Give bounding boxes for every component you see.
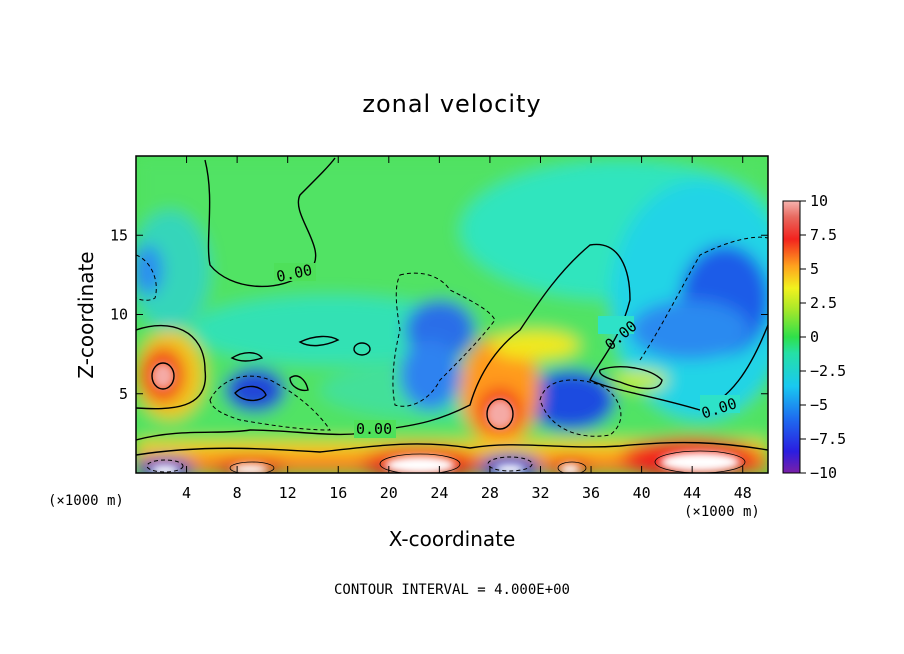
contour-interval-note: CONTOUR INTERVAL = 4.000E+00	[334, 582, 570, 598]
chart-title: zonal velocity	[362, 90, 541, 118]
y-tick-label: 15	[110, 226, 128, 244]
colorbar	[782, 200, 801, 474]
colorbar-tick-label: 0	[810, 328, 819, 346]
x-tick-label: 48	[734, 484, 752, 502]
contour-lines	[136, 157, 768, 456]
x-axis-unit-left: (×1000 m)	[48, 493, 124, 509]
x-tick-label: 4	[182, 484, 191, 502]
x-axis-title: X-coordinate	[389, 527, 516, 551]
x-tick-label: 44	[683, 484, 701, 502]
x-tick-label: 36	[582, 484, 600, 502]
colorbar-tick-label: −10	[810, 464, 837, 482]
x-tick-label: 16	[329, 484, 347, 502]
y-axis-title: Z-coordinate	[74, 251, 98, 378]
x-tick-label: 28	[481, 484, 499, 502]
x-tick-label: 20	[380, 484, 398, 502]
colorbar-tick-label: 10	[810, 192, 828, 210]
y-tick-label: 5	[119, 385, 128, 403]
x-tick-label: 8	[233, 484, 242, 502]
colorbar-tick-label: −2.5	[810, 362, 846, 380]
contour-labels: 0.00 0.00 0.00 0.00	[274, 261, 740, 438]
colorbar-tick-label: −5	[810, 396, 828, 414]
inner-contours	[229, 450, 746, 473]
plot-field: 0.00 0.00 0.00 0.00	[136, 156, 768, 473]
x-tick-label: 24	[430, 484, 448, 502]
negative-contour-lines	[136, 236, 768, 473]
colorbar-tick-label: −7.5	[810, 430, 846, 448]
x-tick-label: 40	[633, 484, 651, 502]
x-axis-unit-right: (×1000 m)	[684, 504, 760, 520]
y-tick-label: 10	[110, 306, 128, 324]
x-axis-ticks: 4 8 12 16 20 24 28 32 36 40 44 48	[182, 156, 752, 502]
colorbar-ticks: 10 7.5 5 2.5 0 −2.5 −5 −7.5 −10	[800, 192, 846, 482]
x-tick-label: 12	[279, 484, 297, 502]
contour-label: 0.00	[356, 420, 392, 438]
colorbar-tick-label: 5	[810, 260, 819, 278]
colorbar-tick-label: 2.5	[810, 294, 837, 312]
colorbar-tick-label: 7.5	[810, 226, 837, 244]
x-tick-label: 32	[531, 484, 549, 502]
y-axis-ticks: 5 10 15	[110, 226, 768, 403]
